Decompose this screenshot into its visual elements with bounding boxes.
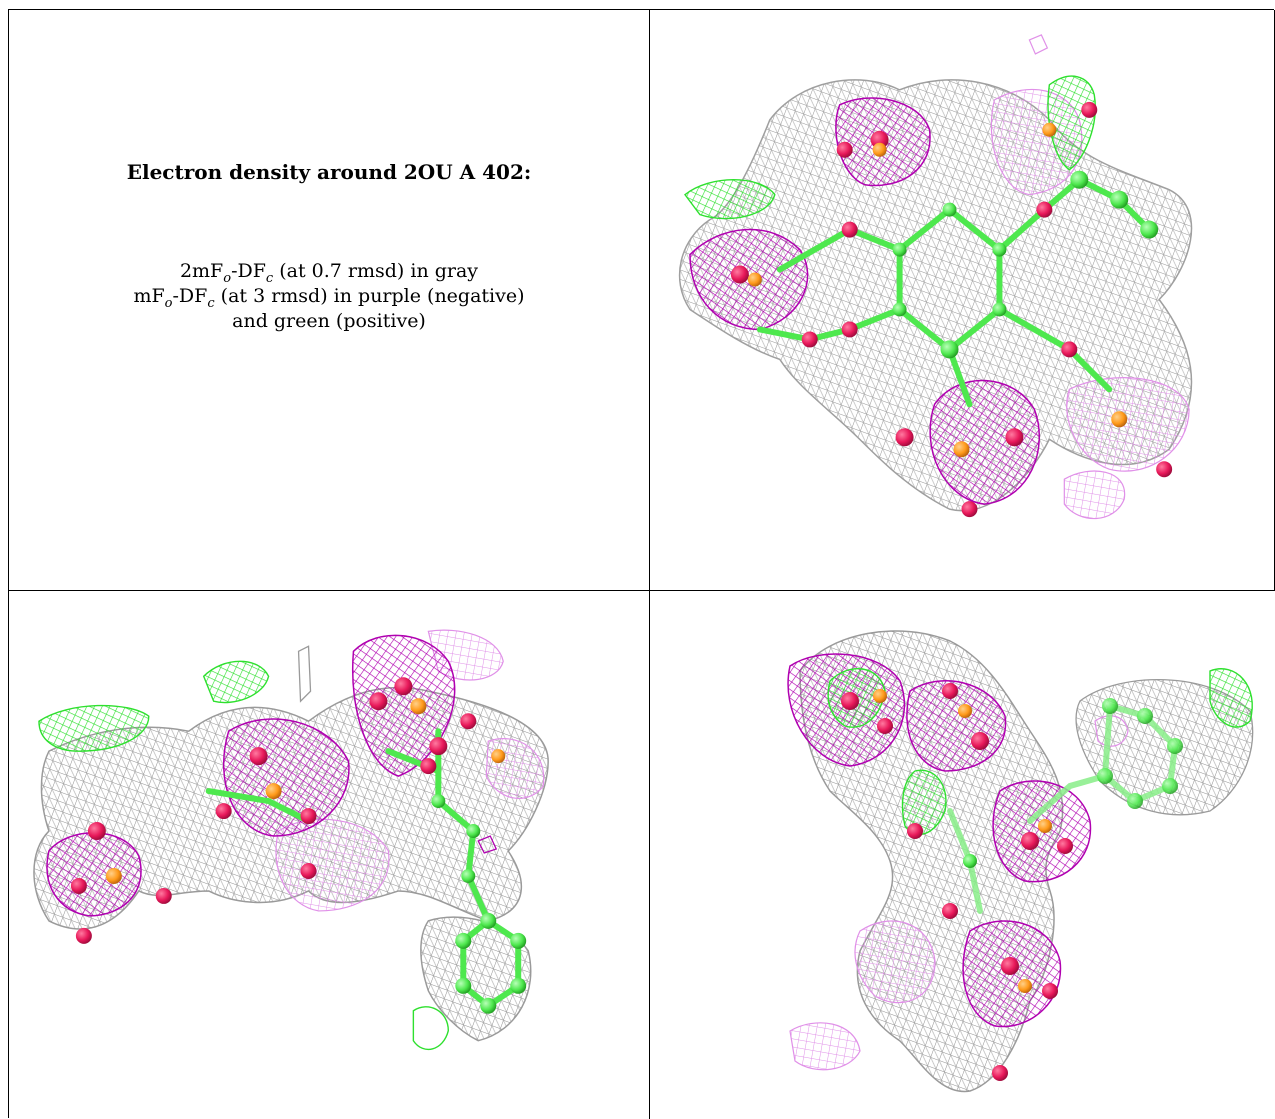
molecule-atoms: [730, 101, 1173, 518]
caption: Electron density around 2OU A 402: 2mFo-…: [9, 160, 649, 334]
light-purple-mesh: [1066, 377, 1190, 472]
light-purple-mesh: [275, 818, 390, 912]
light-purple-mesh: [1063, 470, 1126, 520]
green-density-mesh: [684, 179, 776, 220]
purple-density-mesh: [477, 835, 498, 854]
view-bottom-left: [9, 591, 650, 1119]
green-density-mesh: [412, 1006, 450, 1051]
green-density-mesh: [1209, 668, 1253, 728]
gray-density-mesh: [1075, 678, 1254, 816]
green-density-mesh: [202, 660, 270, 704]
caption-line-fo: mFo-DFc (at 3 rmsd) in purple (negative): [133, 285, 525, 311]
caption-line-positive: and green (positive): [232, 310, 426, 332]
purple-density-mesh: [46, 832, 142, 917]
green-density-mesh: [1028, 34, 1049, 55]
figure-table: Electron density around 2OU A 402: 2mFo-…: [8, 9, 1275, 1119]
density-render-top-right: [678, 34, 1193, 520]
view-bottom-right: [650, 591, 1275, 1119]
light-purple-mesh: [854, 920, 936, 1004]
gray-density-mesh: [297, 645, 312, 703]
molecule-atoms: [70, 677, 527, 1014]
caption-title: Electron density around 2OU A 402:: [126, 160, 532, 184]
purple-density-mesh: [351, 634, 456, 777]
caption-line-2fo: 2mFo-DFc (at 0.7 rmsd) in gray: [179, 260, 479, 286]
purple-density-mesh: [929, 379, 1040, 505]
view-top-right: [650, 10, 1275, 591]
density-render-bottom-right: [787, 630, 1254, 1093]
green-density-mesh: [38, 704, 150, 752]
light-purple-mesh: [789, 1022, 861, 1071]
density-render-bottom-left: [33, 629, 549, 1051]
green-density-mesh: [901, 769, 947, 836]
caption-cell: Electron density around 2OU A 402: 2mFo-…: [9, 10, 650, 591]
molecule-atoms: [841, 683, 1183, 1081]
